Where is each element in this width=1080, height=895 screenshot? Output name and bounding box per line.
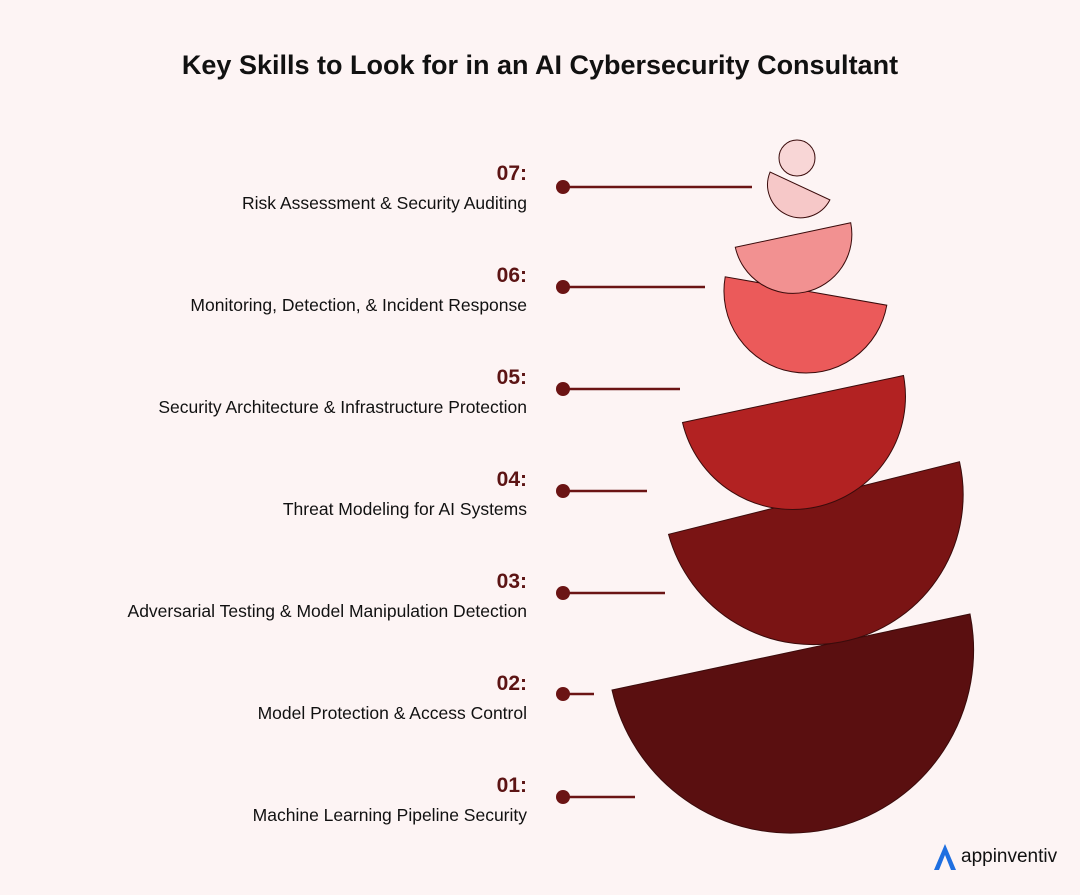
skill-label: Monitoring, Detection, & Incident Respon… [190, 295, 527, 315]
bowl-07 [767, 171, 831, 219]
brand-name: appinventiv [961, 846, 1058, 867]
skill-number: 03: [496, 570, 527, 593]
connector-dot-03 [556, 586, 570, 600]
skill-item-06: 06: Monitoring, Detection, & Incident Re… [190, 263, 527, 317]
connector-dot-04 [556, 484, 570, 498]
skill-number: 01: [496, 774, 527, 797]
skill-item-01: 01: Machine Learning Pipeline Security [253, 773, 527, 827]
connector-dot-05 [556, 382, 570, 396]
connector-dot-01 [556, 790, 570, 804]
bowl-05 [723, 276, 888, 374]
skill-label: Threat Modeling for AI Systems [282, 499, 527, 519]
bowl-06 [734, 222, 853, 294]
skill-item-04: 04: Threat Modeling for AI Systems [283, 467, 527, 521]
skill-label: Security Architecture & Infrastructure P… [158, 397, 527, 417]
bowl-01-02 [611, 613, 975, 834]
skill-number: 05: [496, 366, 527, 389]
skill-number: 02: [496, 672, 527, 695]
bowl-stack [611, 139, 975, 834]
connector-dot-07 [556, 180, 570, 194]
bowl-04 [681, 374, 906, 510]
skill-number: 06: [496, 264, 527, 287]
appinventiv-logo-icon [934, 844, 956, 870]
skill-number: 07: [496, 162, 527, 185]
skill-item-05: 05: Security Architecture & Infrastructu… [158, 365, 527, 419]
skill-item-07: 07: Risk Assessment & Security Auditing [242, 161, 527, 215]
connector-dot-06 [556, 280, 570, 294]
skill-item-02: 02: Model Protection & Access Control [258, 671, 527, 725]
bowl-03 [667, 461, 964, 646]
skill-item-03: 03: Adversarial Testing & Model Manipula… [128, 569, 527, 623]
connector-lines [556, 180, 752, 804]
skill-label: Machine Learning Pipeline Security [252, 805, 527, 825]
skill-label: Risk Assessment & Security Auditing [242, 193, 527, 213]
connector-dot-02 [556, 687, 570, 701]
brand-logo: appinventiv [932, 842, 1057, 872]
top-circle [778, 139, 816, 177]
skill-number: 04: [496, 468, 527, 491]
skill-label: Model Protection & Access Control [257, 703, 527, 723]
page-title: Key Skills to Look for in an AI Cybersec… [181, 50, 899, 80]
skill-label: Adversarial Testing & Model Manipulation… [127, 601, 527, 621]
